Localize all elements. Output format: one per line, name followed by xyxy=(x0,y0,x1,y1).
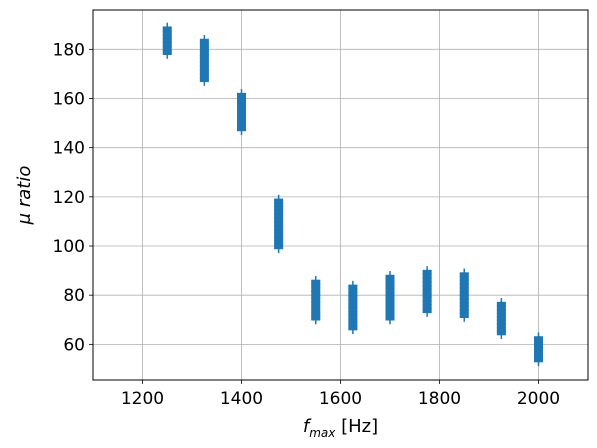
x-tick-label: 2000 xyxy=(517,389,560,409)
x-tick-label: 1200 xyxy=(121,389,164,409)
x-tick-label: 1800 xyxy=(418,389,461,409)
x-axis-label-subscript: max xyxy=(309,426,336,440)
y-tick-label: 120 xyxy=(53,188,85,208)
data-point-marker xyxy=(311,315,321,325)
data-points xyxy=(162,22,543,367)
x-tick-label: 1400 xyxy=(220,389,263,409)
data-point-marker xyxy=(348,325,358,335)
data-point-marker xyxy=(385,315,395,325)
axis-ticks: 1200 1400 1600 1800 2000 60 80 100 120 140 160 180 xyxy=(53,40,561,409)
grid-lines xyxy=(93,10,588,380)
y-tick-label: 60 xyxy=(63,335,85,355)
x-axis-label-unit: [Hz] xyxy=(335,416,378,437)
x-tick-label: 1600 xyxy=(319,389,362,409)
data-point-marker xyxy=(422,307,432,317)
x-axis-label: fmax [Hz] xyxy=(303,416,378,440)
y-tick-label: 180 xyxy=(53,40,85,60)
y-tick-label: 100 xyxy=(53,237,85,257)
data-point-marker xyxy=(534,357,543,367)
x-axis-label-base: f xyxy=(303,416,312,437)
data-point-marker xyxy=(162,49,172,59)
data-point-marker xyxy=(496,330,506,340)
y-axis-label: μ ratio xyxy=(14,166,35,226)
data-point-marker xyxy=(274,243,284,253)
data-point-marker xyxy=(199,76,209,86)
data-point-marker xyxy=(459,312,469,322)
data-point-marker xyxy=(237,125,246,135)
y-tick-label: 140 xyxy=(53,139,85,159)
y-tick-label: 160 xyxy=(53,90,85,110)
y-tick-label: 80 xyxy=(63,286,85,306)
